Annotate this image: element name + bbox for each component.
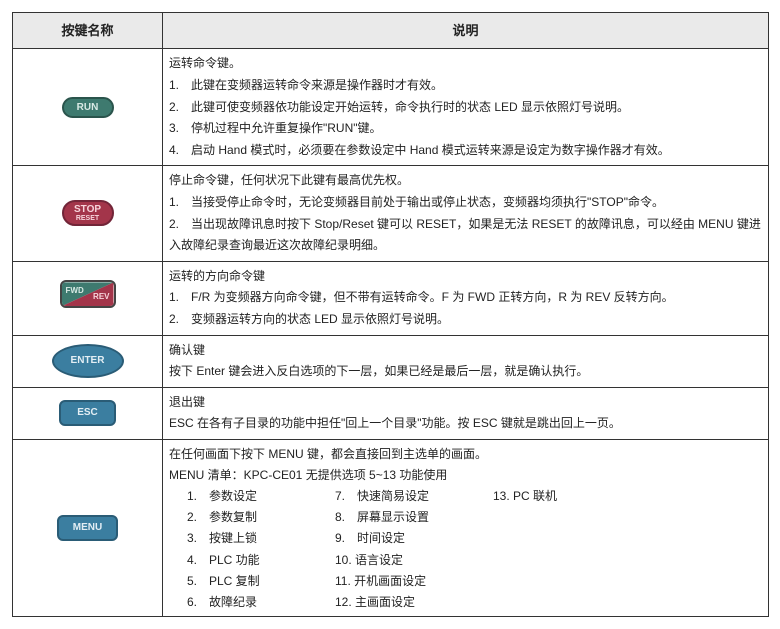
description-cell: 确认键按下 Enter 键会进入反白选项的下一层，如果已经是最后一层，就是确认执… xyxy=(163,335,769,387)
key-cell: ENTER xyxy=(13,335,163,387)
desc-line: 按下 Enter 键会进入反白选项的下一层，如果已经是最后一层，就是确认执行。 xyxy=(169,361,762,383)
run-key-icon: RUN xyxy=(62,97,114,118)
header-keyname: 按键名称 xyxy=(13,13,163,49)
key-cell: MENU xyxy=(13,439,163,616)
menu-key-icon: MENU xyxy=(57,515,118,541)
menu-item: 11. 开机画面设定 xyxy=(335,572,485,591)
menu-item: 9. 时间设定 xyxy=(335,529,485,548)
description-cell: 运转的方向命令键1. F/R 为变频器方向命令键，但不带有运转命令。F 为 FW… xyxy=(163,261,769,335)
key-cell: FWDREV xyxy=(13,261,163,335)
menu-item xyxy=(493,572,633,591)
description-cell: 退出键ESC 在各有子目录的功能中担任"回上一个目录"功能。按 ESC 键就是跳… xyxy=(163,387,769,439)
desc-line: MENU 清单：KPC-CE01 无提供选项 5~13 功能使用 xyxy=(169,465,762,487)
menu-item: 10. 语言设定 xyxy=(335,551,485,570)
menu-item: 8. 屏幕显示设置 xyxy=(335,508,485,527)
menu-item xyxy=(493,508,633,527)
esc-key-icon: ESC xyxy=(59,400,116,426)
menu-item xyxy=(493,551,633,570)
key-cell: RUN xyxy=(13,49,163,166)
table-row: ESC 退出键ESC 在各有子目录的功能中担任"回上一个目录"功能。按 ESC 键… xyxy=(13,387,769,439)
desc-line: 3. 停机过程中允许重复操作"RUN"键。 xyxy=(169,118,762,140)
menu-item: 13. PC 联机 xyxy=(493,487,633,506)
table-row: FWDREV 运转的方向命令键1. F/R 为变频器方向命令键，但不带有运转命令。… xyxy=(13,261,769,335)
desc-line: 退出键 xyxy=(169,392,762,414)
menu-item: 5. PLC 复制 xyxy=(187,572,327,591)
description-cell: 在任何画面下按下 MENU 键，都会直接回到主选单的画面。MENU 清单：KPC… xyxy=(163,439,769,616)
description-cell: 运转命令键。1. 此键在变频器运转命令来源是操作器时才有效。2. 此键可使变频器… xyxy=(163,49,769,166)
desc-line: ESC 在各有子目录的功能中担任"回上一个目录"功能。按 ESC 键就是跳出回上… xyxy=(169,413,762,435)
desc-line: 运转命令键。 xyxy=(169,53,762,75)
desc-line: 2. 变频器运转方向的状态 LED 显示依照灯号说明。 xyxy=(169,309,762,331)
menu-item: 4. PLC 功能 xyxy=(187,551,327,570)
stop-reset-key-icon: STOPRESET xyxy=(62,200,114,227)
desc-line: 运转的方向命令键 xyxy=(169,266,762,288)
header-description: 说明 xyxy=(163,13,769,49)
key-cell: ESC xyxy=(13,387,163,439)
desc-line: 1. 此键在变频器运转命令来源是操作器时才有效。 xyxy=(169,75,762,97)
table-row: RUN 运转命令键。1. 此键在变频器运转命令来源是操作器时才有效。2. 此键可使… xyxy=(13,49,769,166)
desc-line: 1. F/R 为变频器方向命令键，但不带有运转命令。F 为 FWD 正转方向，R… xyxy=(169,287,762,309)
menu-item: 3. 按键上锁 xyxy=(187,529,327,548)
fwd-rev-key-icon: FWDREV xyxy=(60,280,116,308)
desc-line: 确认键 xyxy=(169,340,762,362)
menu-item: 7. 快速简易设定 xyxy=(335,487,485,506)
table-row: ENTER 确认键按下 Enter 键会进入反白选项的下一层，如果已经是最后一层，… xyxy=(13,335,769,387)
key-description-table: 按键名称 说明 RUN 运转命令键。1. 此键在变频器运转命令来源是操作器时才有效… xyxy=(12,12,769,617)
desc-line: 2. 当出现故障讯息时按下 Stop/Reset 键可以 RESET，如果是无法… xyxy=(169,214,762,257)
menu-items-grid: 1. 参数设定 7. 快速简易设定 13. PC 联机 2. 参数复制 8. 屏幕显示设… xyxy=(169,487,762,612)
desc-line: 4. 启动 Hand 模式时，必须要在参数设定中 Hand 模式运转来源是设定为… xyxy=(169,140,762,162)
menu-item: 2. 参数复制 xyxy=(187,508,327,527)
menu-item: 1. 参数设定 xyxy=(187,487,327,506)
key-cell: STOPRESET xyxy=(13,166,163,261)
table-row: STOPRESET 停止命令键，任何状况下此键有最高优先权。1. 当接受停止命令时… xyxy=(13,166,769,261)
description-cell: 停止命令键，任何状况下此键有最高优先权。1. 当接受停止命令时，无论变频器目前处… xyxy=(163,166,769,261)
desc-line: 停止命令键，任何状况下此键有最高优先权。 xyxy=(169,170,762,192)
table-row: MENU 在任何画面下按下 MENU 键，都会直接回到主选单的画面。MENU 清单… xyxy=(13,439,769,616)
desc-line: 在任何画面下按下 MENU 键，都会直接回到主选单的画面。 xyxy=(169,444,762,466)
desc-line: 2. 此键可使变频器依功能设定开始运转，命令执行时的状态 LED 显示依照灯号说… xyxy=(169,97,762,119)
enter-key-icon: ENTER xyxy=(52,344,124,378)
menu-item xyxy=(493,529,633,548)
desc-line: 1. 当接受停止命令时，无论变频器目前处于输出或停止状态，变频器均须执行"STO… xyxy=(169,192,762,214)
